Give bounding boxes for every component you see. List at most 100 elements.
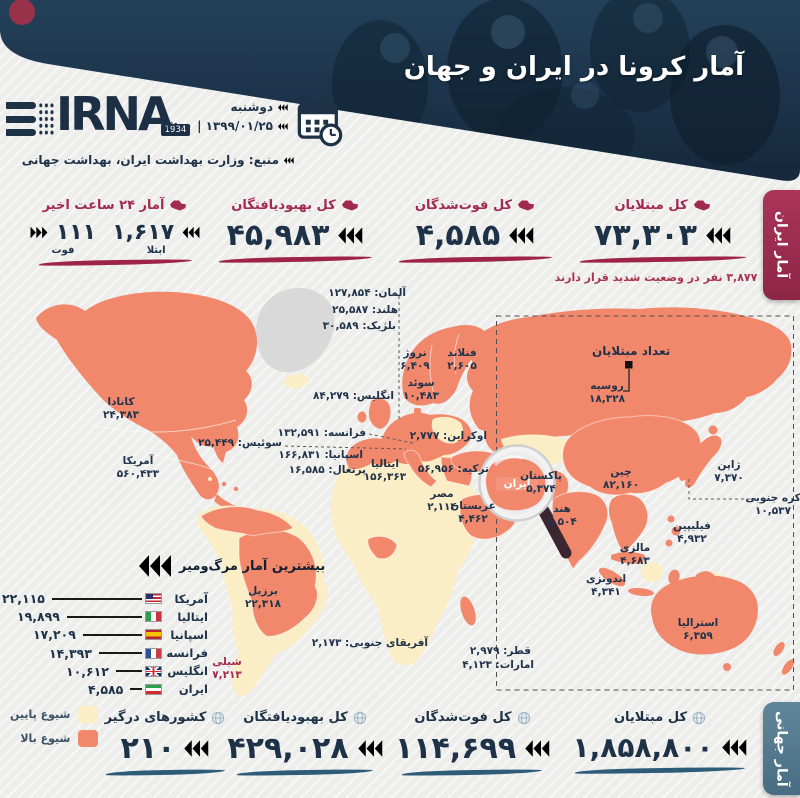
map-greenland: [256, 287, 335, 373]
iran-map-icon: [518, 200, 535, 211]
chevrons-icon: [704, 225, 731, 246]
irna-year: 1934: [160, 124, 191, 136]
chevrons-icon: [356, 738, 383, 759]
death-count: ۱۹,۸۹۹: [17, 609, 60, 625]
brand-block: IRNA 1934 دوشنبه ۱۳۹۹/۰۱/۲۵ | ۱۴:۰۰: [6, 87, 344, 182]
iran-total-deaths: کل فوت‌شدگان ۴,۵۸۵: [385, 188, 565, 263]
brush-underline: [398, 256, 552, 263]
country-flag-icon: [145, 629, 162, 641]
weekday-line: دوشنبه: [159, 100, 288, 114]
map-australia: [650, 575, 758, 655]
country-name: فرانسه: [166, 646, 208, 661]
calendar-clock-icon: [297, 98, 343, 147]
world-total-recovered: کل بهبودیافتگان ۴۲۹,۰۲۸: [225, 700, 385, 776]
country-flag-icon: [145, 611, 162, 623]
source-line: منبع: وزارت بهداشت ایران، بهداشت جهانی: [22, 153, 294, 167]
deaths-ranking-row: ۲۲,۱۱۵ آمریکا: [2, 591, 208, 607]
legend-low: شیوع پایین: [10, 706, 99, 723]
leader-line: [82, 634, 142, 636]
tab-world-stats: آمار جهانی: [763, 702, 800, 795]
brush-underline: [236, 768, 374, 776]
legend-high: شیوع بالا: [10, 730, 99, 747]
leader-line: [130, 688, 142, 691]
iran-map-icon: [170, 200, 187, 211]
deaths-ranking-list: ۲۲,۱۱۵ آمریکا ۱۹,۸۹۹ ایتالیا ۱۷,۲۰۹: [2, 591, 208, 701]
chevrons-icon: [181, 225, 200, 240]
country-name: آمریکا: [174, 591, 208, 606]
map-india: [551, 491, 609, 570]
chevron-icon: [277, 103, 288, 112]
date-block: دوشنبه ۱۳۹۹/۰۱/۲۵ | ۱۴:۰۰: [159, 100, 288, 138]
chevrons-icon: [182, 738, 209, 759]
country-name: ایتالیا: [177, 609, 208, 624]
deaths-ranking-row: ۱۴,۳۹۳ فرانسه: [2, 645, 208, 661]
country-flag-icon: [145, 665, 162, 677]
chevrons-icon: [523, 738, 550, 759]
world-total-deaths: کل فوت‌شدگان ۱۱۴,۶۹۹: [390, 700, 555, 776]
country-name: انگلیس: [167, 664, 208, 679]
death-count: ۲۲,۱۱۵: [2, 591, 45, 607]
death-count: ۴,۵۸۵: [88, 681, 124, 697]
death-count: ۱۴,۳۹۳: [49, 645, 92, 661]
chevrons-icon: [30, 225, 49, 240]
iran-total-recovered: کل بهبودیافتگان ۴۵,۹۸۳: [205, 188, 385, 263]
irna-logo: IRNA 1934: [6, 87, 344, 141]
iran-last24h: آمار ۲۴ ساعت اخیر ۱,۶۱۷ ابتلا ۱۱۱ فوت: [25, 188, 205, 266]
iran-map-icon: [341, 200, 358, 211]
chevrons-icon: [507, 225, 534, 246]
world-involved-countries: کشورهای درگیر ۲۱۰: [95, 700, 235, 776]
country-flag-icon: [145, 683, 162, 695]
header-banner: [0, 0, 800, 181]
map-north-america: [36, 291, 258, 500]
deaths-ranking-row: ۱۷,۲۰۹ اسپانیا: [2, 627, 208, 643]
brush-underline: [218, 256, 372, 263]
globe-icon: [212, 711, 225, 724]
country-flag-icon: [145, 647, 162, 659]
brush-underline: [38, 259, 192, 266]
deaths-ranking-row: ۱۰,۶۱۲ انگلیس: [2, 663, 208, 679]
last24h-cases: ۱,۶۱۷ ابتلا: [112, 218, 200, 256]
death-count: ۱۰,۶۱۲: [66, 663, 109, 679]
globe-icon: [353, 711, 366, 724]
country-name: اسپانیا: [170, 627, 208, 642]
inset-marker: [625, 361, 633, 369]
page-title: آمار کرونا در ایران و جهان: [403, 52, 744, 82]
death-count: ۱۷,۲۰۹: [33, 627, 76, 643]
map-scandinavia: [402, 325, 487, 406]
iran-map-icon: [693, 200, 710, 211]
iran-total-cases: کل مبتلایان ۷۳,۳۰۳ ۳,۸۷۷ نفر در وضعیت شد…: [555, 188, 771, 284]
datetime-line: ۱۳۹۹/۰۱/۲۵ | ۱۴:۰۰: [159, 119, 288, 133]
chevrons-icon: [136, 552, 172, 580]
irna-logo-icon: [6, 102, 56, 140]
chevron-icon: [277, 122, 288, 131]
map-china: [562, 414, 702, 496]
brush-underline: [574, 766, 746, 774]
chevrons-icon: [336, 225, 363, 246]
leader-line: [51, 597, 142, 600]
brush-underline: [402, 768, 543, 776]
leader-line: [115, 670, 142, 672]
leader-line: [98, 652, 142, 654]
map-uk: [368, 398, 391, 429]
country-flag-icon: [145, 593, 162, 605]
brush-underline: [105, 768, 225, 776]
leader-line: [66, 616, 142, 618]
brush-underline: [579, 255, 746, 264]
severe-cases-note: ۳,۸۷۷ نفر در وضعیت شدید قرار دارند: [555, 271, 771, 284]
world-stats-row: کل مبتلایان ۱,۸۵۸,۸۰۰ کل فوت‌شدگان ۱۱۴,۶…: [0, 700, 800, 798]
deaths-ranking-row: ۴,۵۸۵ ایران: [2, 681, 208, 697]
deaths-ranking-row: ۱۹,۸۹۹ ایتالیا: [2, 609, 208, 625]
globe-icon: [517, 711, 530, 724]
low-prevalence-swatch: [78, 706, 99, 723]
map-africa: [330, 449, 499, 666]
chevrons-icon: [720, 737, 747, 758]
chevron-icon: [283, 156, 294, 165]
map-legend: شیوع پایین شیوع بالا: [10, 706, 99, 754]
irna-wordmark: IRNA: [56, 87, 174, 141]
map-italy: [403, 449, 438, 488]
tab-iran-stats: آمار ایران: [763, 190, 800, 300]
map-brazil: [238, 529, 318, 637]
high-prevalence-swatch: [78, 730, 99, 747]
world-total-cases: کل مبتلایان ۱,۸۵۸,۸۰۰: [560, 700, 760, 774]
